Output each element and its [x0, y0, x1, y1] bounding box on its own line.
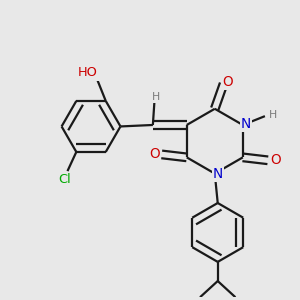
Text: O: O [223, 75, 233, 89]
Text: Cl: Cl [58, 173, 71, 186]
Text: O: O [149, 147, 160, 161]
Text: N: N [213, 167, 223, 181]
Text: N: N [241, 116, 251, 130]
Text: HO: HO [78, 67, 98, 80]
Text: H: H [269, 110, 277, 120]
Text: O: O [270, 153, 280, 167]
Text: H: H [152, 92, 160, 102]
